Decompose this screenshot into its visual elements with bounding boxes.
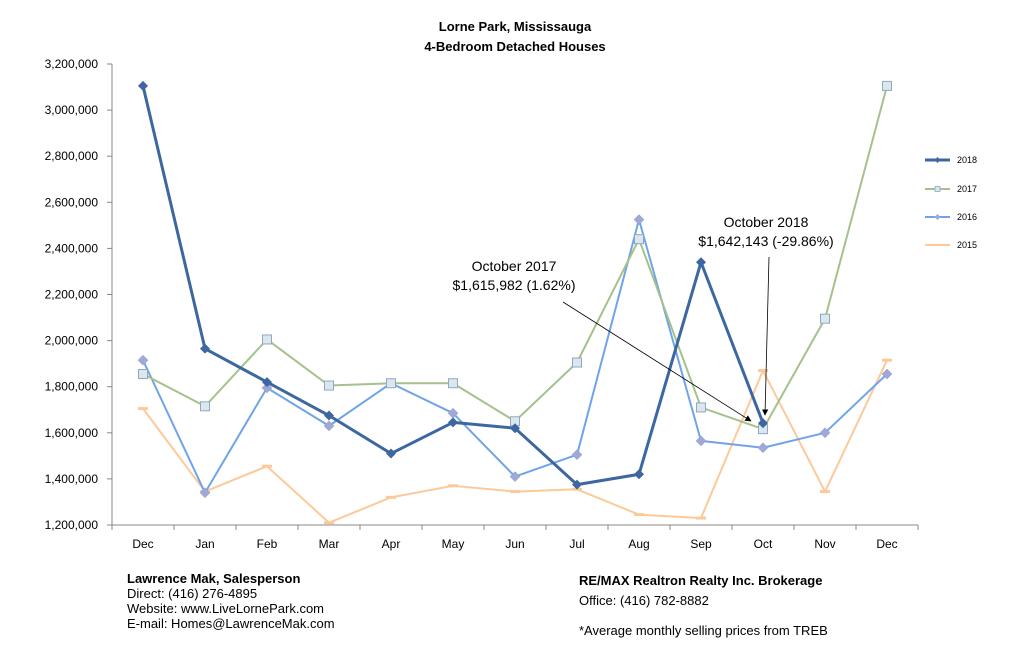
arrow-oct-2017: [562, 301, 752, 422]
y-tick-label: 2,400,000: [45, 241, 99, 255]
data-point-2016: [571, 449, 583, 461]
annotation-oct-2017-title: October 2017: [472, 258, 557, 274]
x-tick-label: Dec: [876, 537, 897, 551]
legend-marker: [934, 214, 941, 220]
y-tick-label: 3,000,000: [45, 103, 99, 117]
data-point-2018: [386, 448, 396, 459]
data-point-2018: [262, 377, 272, 388]
data-point-2016: [819, 427, 831, 439]
y-tick-label: 1,400,000: [45, 472, 99, 486]
legend-label: 2016: [957, 212, 977, 222]
x-tick-label: Mar: [319, 537, 340, 551]
agent-direct-phone: Direct: (416) 276-4895: [127, 586, 258, 601]
data-point-2018: [572, 479, 582, 490]
series-2016: [137, 214, 893, 499]
data-point-2018: [324, 410, 334, 421]
data-point-2016: [633, 214, 645, 225]
y-tick-label: 2,800,000: [45, 149, 99, 163]
data-point-2016: [757, 442, 769, 454]
y-tick-label: 1,200,000: [45, 518, 99, 532]
data-point-2018: [448, 417, 458, 428]
legend-item-2015: 2015: [925, 240, 977, 250]
annotation-oct-2018-title: October 2018: [724, 214, 809, 230]
axes: 1,200,000 1,400,000 1,600,000 1,800,000 2,00…: [45, 57, 919, 551]
series-lines: [137, 80, 893, 525]
x-tick-label: May: [442, 537, 465, 551]
data-point-2016: [881, 368, 893, 380]
y-tick-label: 2,000,000: [45, 334, 99, 348]
legend-item-2017: 2017: [925, 184, 977, 194]
data-point-2016: [137, 354, 149, 366]
data-point-2017: [820, 313, 830, 324]
data-point-2017: [696, 402, 706, 413]
agent-email: E-mail: Homes@LawrenceMak.com: [127, 616, 335, 631]
series-2018: [138, 80, 768, 490]
series-2017: [138, 80, 892, 435]
office-phone: Office: (416) 782-8882: [579, 593, 709, 608]
data-point-2018: [510, 423, 520, 434]
legend: 2018 2017 2016 2015: [925, 155, 977, 250]
chart-title: Lorne Park, Mississauga: [439, 19, 592, 34]
data-point-2017: [200, 401, 210, 412]
x-tick-label: Jan: [195, 537, 214, 551]
legend-item-2016: 2016: [925, 212, 977, 222]
x-tick-label: Nov: [814, 537, 835, 551]
y-tick-label: 2,600,000: [45, 195, 99, 209]
data-point-2016: [323, 420, 335, 432]
legend-label: 2015: [957, 240, 977, 250]
x-tick-label: Jul: [569, 537, 584, 551]
legend-marker: [934, 157, 941, 163]
x-tick-label: Apr: [382, 537, 401, 551]
data-point-2018: [634, 469, 644, 480]
legend-item-2018: 2018: [925, 155, 977, 165]
data-point-2018: [696, 257, 706, 268]
data-point-2017: [882, 80, 892, 91]
x-tick-label: Sep: [690, 537, 712, 551]
brokerage-block: RE/MAX Realtron Realty Inc. Brokerage Of…: [579, 573, 828, 638]
data-point-2016: [695, 435, 707, 447]
data-point-2017: [138, 369, 148, 380]
legend-label: 2018: [957, 155, 977, 165]
data-point-2016: [509, 471, 521, 482]
annotations: October 2017 $1,615,982 (1.62%) October …: [453, 214, 834, 422]
legend-marker: [934, 186, 941, 192]
annotation-oct-2017-value: $1,615,982 (1.62%): [453, 277, 576, 293]
x-tick-label: Feb: [257, 537, 278, 551]
data-point-2017: [634, 234, 644, 245]
annotation-oct-2018-value: $1,642,143 (-29.86%): [698, 233, 833, 249]
agent-contact-block: Lawrence Mak, Salesperson Direct: (416) …: [127, 571, 335, 631]
y-tick-label: 1,600,000: [45, 426, 99, 440]
y-tick-label: 2,200,000: [45, 288, 99, 302]
data-point-2016: [199, 487, 211, 499]
data-point-2018: [138, 80, 148, 91]
data-point-2017: [572, 357, 582, 368]
agent-website: Website: www.LiveLornePark.com: [127, 601, 325, 616]
data-point-2017: [448, 378, 458, 389]
data-point-2017: [386, 378, 396, 389]
y-tick-label: 1,800,000: [45, 380, 99, 394]
agent-name: Lawrence Mak, Salesperson: [127, 571, 301, 586]
brokerage-name: RE/MAX Realtron Realty Inc. Brokerage: [579, 573, 823, 588]
series-2015: [138, 358, 892, 525]
x-tick-label: Oct: [754, 537, 773, 551]
data-point-2017: [262, 334, 272, 345]
x-tick-label: Aug: [628, 537, 649, 551]
data-point-2018: [200, 343, 210, 354]
y-tick-label: 3,200,000: [45, 57, 99, 71]
data-point-2018: [758, 418, 768, 429]
source-note: *Average monthly selling prices from TRE…: [579, 623, 828, 638]
arrow-oct-2018: [761, 256, 770, 416]
data-point-2017: [324, 380, 334, 391]
x-tick-label: Jun: [505, 537, 524, 551]
data-point-2016: [261, 382, 273, 394]
x-tick-label: Dec: [132, 537, 153, 551]
legend-label: 2017: [957, 184, 977, 194]
series-line-2015: [142, 359, 888, 524]
chart-subtitle: 4-Bedroom Detached Houses: [424, 39, 605, 54]
